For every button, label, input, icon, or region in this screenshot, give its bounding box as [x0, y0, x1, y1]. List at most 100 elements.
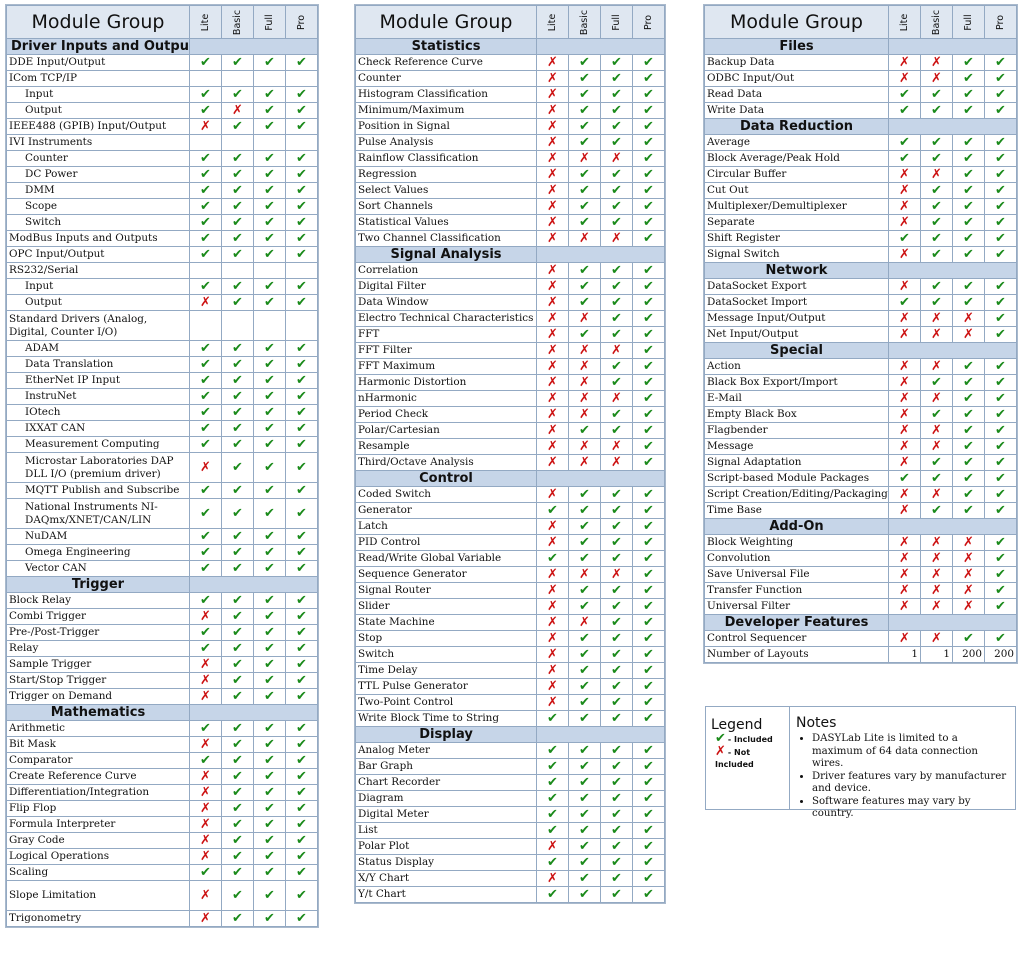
check-icon: ✔	[984, 182, 1017, 199]
check-icon: ✔	[253, 356, 286, 373]
module-name: Bar Graph	[355, 758, 537, 775]
check-icon: ✔	[285, 880, 318, 911]
module-name: Backup Data	[704, 54, 889, 71]
check-icon: ✔	[952, 102, 985, 119]
check-icon: ✔	[253, 340, 286, 357]
header-row: Module Group Lite Basic Full Pro	[704, 5, 1017, 39]
check-icon: ✔	[952, 390, 985, 407]
module-name: Data Window	[355, 294, 537, 311]
check-icon: ✔	[984, 278, 1017, 295]
table-row: Electro Technical Characteristics ✗ ✗ ✔ ✔	[355, 310, 665, 327]
module-name: Check Reference Curve	[355, 54, 537, 71]
table-row: DDE Input/Output ✔ ✔ ✔ ✔	[6, 54, 318, 71]
check-icon: ✔	[568, 134, 601, 151]
check-icon: ✔	[221, 864, 254, 881]
check-icon: ✔	[253, 880, 286, 911]
check-icon: ✔	[568, 422, 601, 439]
cross-icon: ✗	[189, 800, 222, 817]
module-name: Standard Drivers (Analog, Digital, Count…	[6, 310, 190, 341]
check-icon: ✔	[253, 278, 286, 295]
table-row: Input ✔ ✔ ✔ ✔	[6, 278, 318, 295]
check-icon: ✔	[632, 70, 665, 87]
table-row: PID Control ✗ ✔ ✔ ✔	[355, 534, 665, 551]
check-icon: ✔	[221, 832, 254, 849]
table-row: Generator ✔ ✔ ✔ ✔	[355, 502, 665, 519]
cross-icon: ✗	[568, 614, 601, 631]
section-title: Signal Analysis	[355, 246, 537, 263]
check-icon: ✔	[285, 736, 318, 753]
module-name: Stop	[355, 630, 537, 647]
module-name: Measurement Computing	[6, 436, 190, 453]
check-icon: ✔	[984, 550, 1017, 567]
check-icon: ✔	[600, 326, 633, 343]
cross-icon: ✗	[189, 118, 222, 135]
section-title: Trigger	[6, 576, 190, 593]
empty-cell	[189, 134, 222, 151]
check-icon: ✔	[253, 816, 286, 833]
check-icon: ✔	[285, 182, 318, 199]
check-icon: ✔	[984, 230, 1017, 247]
section-header-row: Mathematics	[6, 704, 318, 721]
check-icon: ✔	[632, 694, 665, 711]
check-icon: ✔	[221, 182, 254, 199]
check-icon: ✔	[600, 278, 633, 295]
cross-icon: ✗	[536, 406, 569, 423]
table-row: Number of Layouts 1 1 200 200	[704, 646, 1017, 663]
check-icon: ✔	[285, 166, 318, 183]
check-icon: ✔	[715, 731, 726, 746]
module-name: Block Weighting	[704, 534, 889, 551]
module-name: Regression	[355, 166, 537, 183]
cross-icon: ✗	[536, 262, 569, 279]
module-name: Block Average/Peak Hold	[704, 150, 889, 167]
module-name: Bit Mask	[6, 736, 190, 753]
check-icon: ✔	[600, 294, 633, 311]
legend-included: ✔ - Included	[715, 731, 789, 746]
table-row: IOtech ✔ ✔ ✔ ✔	[6, 404, 318, 421]
check-icon: ✔	[920, 278, 953, 295]
check-icon: ✔	[600, 838, 633, 855]
module-name: Output	[6, 102, 190, 119]
check-icon: ✔	[285, 372, 318, 389]
module-name: Logical Operations	[6, 848, 190, 865]
cross-icon: ✗	[536, 454, 569, 471]
cross-icon: ✗	[568, 150, 601, 167]
check-icon: ✔	[285, 356, 318, 373]
cross-icon: ✗	[888, 454, 921, 471]
module-name: EtherNet IP Input	[6, 372, 190, 389]
table-row: DataSocket Export ✗ ✔ ✔ ✔	[704, 278, 1017, 295]
table-row: FFT Filter ✗ ✗ ✗ ✔	[355, 342, 665, 359]
check-icon: ✔	[600, 630, 633, 647]
check-icon: ✔	[600, 694, 633, 711]
check-icon: ✔	[221, 592, 254, 609]
check-icon: ✔	[600, 758, 633, 775]
check-icon: ✔	[888, 102, 921, 119]
check-icon: ✔	[253, 910, 286, 927]
module-name: ODBC Input/Out	[704, 70, 889, 87]
table-row: Status Display ✔ ✔ ✔ ✔	[355, 854, 665, 871]
module-name: OPC Input/Output	[6, 246, 190, 263]
check-icon: ✔	[952, 294, 985, 311]
check-icon: ✔	[984, 198, 1017, 215]
check-icon: ✔	[253, 672, 286, 689]
table-row: DMM ✔ ✔ ✔ ✔	[6, 182, 318, 199]
module-name: Write Block Time to String	[355, 710, 537, 727]
module-name: FFT Filter	[355, 342, 537, 359]
check-icon: ✔	[600, 582, 633, 599]
module-name: DMM	[6, 182, 190, 199]
module-name: DataSocket Import	[704, 294, 889, 311]
table-row: DC Power ✔ ✔ ✔ ✔	[6, 166, 318, 183]
cross-icon: ✗	[920, 566, 953, 583]
module-name: IOtech	[6, 404, 190, 421]
check-icon: ✔	[221, 118, 254, 135]
module-name: Signal Adaptation	[704, 454, 889, 471]
check-icon: ✔	[285, 340, 318, 357]
check-icon: ✔	[221, 278, 254, 295]
cross-icon: ✗	[952, 566, 985, 583]
column-header-full: Full	[952, 5, 985, 39]
module-panel-2: Module Group Lite Basic Full Pro Statistics Ch…	[354, 4, 666, 904]
check-icon: ✔	[632, 774, 665, 791]
value-cell: 200	[984, 646, 1017, 663]
check-icon: ✔	[600, 742, 633, 759]
check-icon: ✔	[189, 102, 222, 119]
check-icon: ✔	[600, 134, 633, 151]
